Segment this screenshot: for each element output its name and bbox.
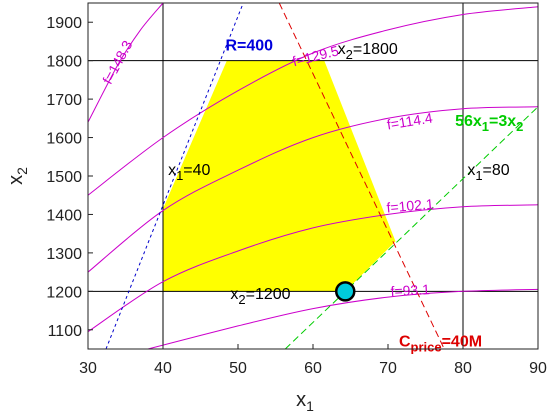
x-tick-label-80: 80 — [454, 360, 472, 377]
y-tick-label-1800: 1800 — [46, 54, 82, 71]
annotation-1: x2=1800 — [338, 41, 398, 62]
y-tick-label-1100: 1100 — [48, 323, 83, 340]
contour-label-3: f=102.1 — [386, 196, 435, 216]
y-tick-label-1200: 1200 — [46, 284, 82, 301]
annotation-0: R=400 — [225, 38, 273, 55]
x-tick-label-60: 60 — [304, 360, 322, 377]
y-tick-label-1500: 1500 — [46, 169, 82, 186]
y-tick-label-1900: 1900 — [46, 15, 82, 32]
annotation-4: x1=80 — [467, 162, 509, 183]
x-tick-label-30: 30 — [79, 360, 97, 377]
x-tick-label-50: 50 — [229, 360, 247, 377]
objective-contour-4 — [147, 288, 538, 349]
feasible-region — [163, 60, 396, 292]
objective-contour-3 — [88, 204, 538, 333]
constraint-line-1 — [278, 3, 445, 349]
y-axis-label: x2 — [5, 167, 30, 185]
y-tick-label-1400: 1400 — [46, 207, 82, 224]
constraint-line-0 — [105, 3, 244, 349]
objective-contour-1 — [88, 6, 538, 196]
x-tick-label-40: 40 — [154, 360, 172, 377]
x-tick-label-70: 70 — [379, 360, 397, 377]
annotation-3: x1=40 — [168, 162, 210, 183]
x-tick-label-90: 90 — [529, 360, 547, 377]
objective-contour-2 — [88, 106, 538, 273]
x-axis-label: x1 — [296, 389, 314, 414]
annotation-6: Cprice=40M — [399, 333, 482, 354]
contour-label-2: f=114.4 — [386, 110, 434, 133]
contour-label-4: f=93.1 — [390, 281, 430, 299]
constraint-line-2 — [284, 106, 538, 349]
optimum-point — [335, 281, 356, 302]
y-tick-label-1300: 1300 — [46, 246, 82, 263]
objective-contour-0 — [88, 3, 164, 123]
y-tick-label-1700: 1700 — [46, 92, 82, 109]
annotation-2: 56x1=3x2 — [455, 113, 523, 134]
y-tick-label-1600: 1600 — [46, 131, 82, 148]
annotation-5: x2=1200 — [230, 286, 290, 307]
